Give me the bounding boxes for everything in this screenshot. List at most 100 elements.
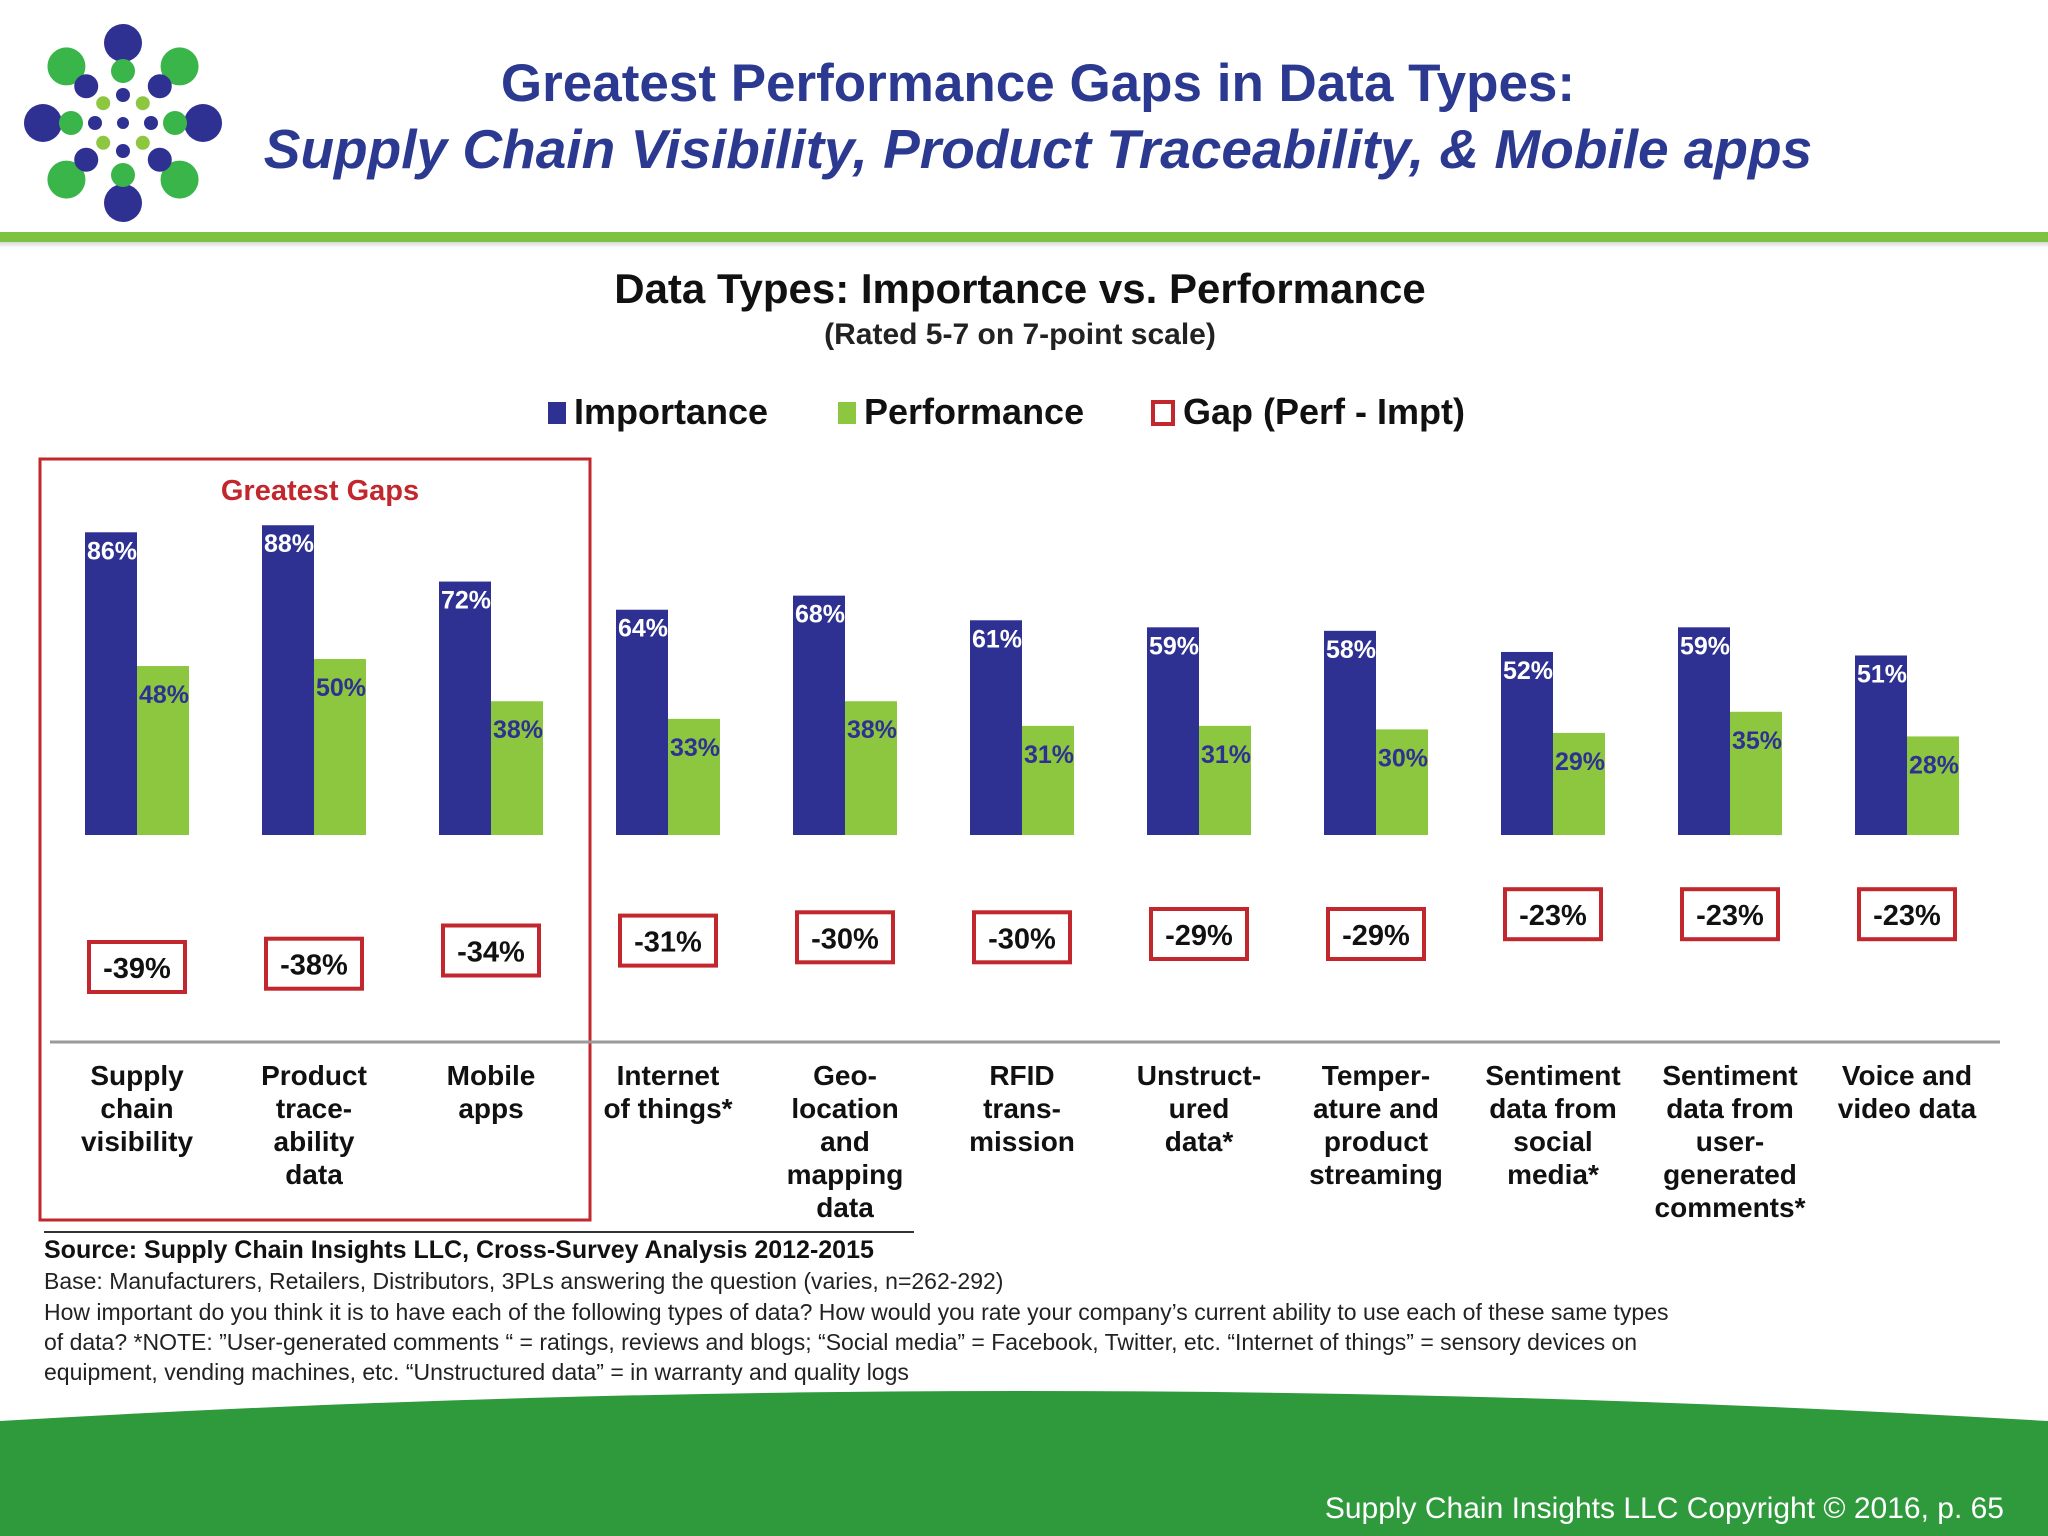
bar-importance [616, 609, 668, 835]
bar-importance [85, 532, 137, 835]
bar-importance-label: 86% [87, 537, 137, 565]
greatest-gaps-label: Greatest Gaps [221, 475, 419, 507]
bar-performance-label: 38% [847, 716, 897, 744]
category-label: Voice and video data [1838, 1060, 1977, 1124]
bar-performance [668, 718, 720, 835]
legend-swatch-importance [548, 402, 566, 424]
gap-box [1149, 907, 1249, 961]
category-label: Supply chain visibility [81, 1060, 193, 1157]
slide-title: Greatest Performance Gaps in Data Types: [500, 54, 1576, 113]
bar-performance-label: 30% [1378, 744, 1428, 772]
footer-band [0, 1391, 2048, 1536]
bar-importance [793, 595, 845, 835]
legend-label-performance: Performance [864, 391, 1084, 432]
gap-label: -29% [1165, 920, 1233, 952]
footer-copyright: Supply Chain Insights LLC Copyright © 20… [1324, 1492, 2004, 1525]
gap-label: -23% [1519, 900, 1587, 932]
bar-performance-label: 28% [1909, 751, 1959, 779]
bar-importance-label: 88% [264, 530, 314, 558]
bar-performance-label: 48% [139, 681, 189, 709]
gap-label: -23% [1696, 900, 1764, 932]
legend-swatch-performance [838, 402, 856, 424]
bar-performance [1022, 725, 1074, 835]
bar-importance-label: 64% [618, 615, 668, 643]
gap-box [87, 940, 187, 994]
category-label: Sentiment data from user-generated comments… [1655, 1060, 1806, 1223]
bar-performance [1553, 732, 1605, 835]
bar-importance-label: 59% [1680, 632, 1730, 660]
bar-performance [1907, 736, 1959, 835]
header-divider [0, 232, 2048, 242]
greatest-gaps-highlight-box [38, 457, 592, 1222]
bar-performance-label: 31% [1024, 741, 1074, 769]
gap-box [795, 910, 895, 965]
bar-performance [314, 659, 366, 835]
gap-box [441, 923, 541, 978]
bar-importance [1855, 655, 1907, 835]
gap-box [972, 910, 1072, 965]
source-note-1: How important do you think it is to have… [44, 1299, 1669, 1325]
legend-label-importance: Importance [574, 391, 768, 432]
bar-performance [845, 701, 897, 835]
gap-label: -31% [634, 927, 702, 959]
category-label: Geo-location and mapping data [787, 1060, 904, 1223]
category-label: Unstruct-ured data* [1137, 1060, 1261, 1157]
bar-performance [137, 666, 189, 835]
header-divider-shadow [0, 242, 2048, 248]
gap-box [264, 936, 364, 991]
gap-box [618, 913, 718, 968]
gap-label: -30% [811, 923, 879, 955]
source-note-2: of data? *NOTE: ”User-generated comments… [44, 1329, 1638, 1355]
bar-performance-label: 50% [316, 674, 366, 702]
gap-box [1326, 907, 1426, 961]
bar-importance-label: 68% [795, 601, 845, 629]
legend-swatch-gap [1151, 400, 1175, 426]
bar-importance-label: 72% [441, 587, 491, 615]
gap-label: -38% [280, 950, 348, 982]
bar-performance-label: 38% [493, 716, 543, 744]
gap-box [1680, 887, 1780, 942]
bar-performance [1376, 729, 1428, 835]
bar-importance-label: 61% [972, 625, 1022, 653]
bar-performance-label: 35% [1732, 727, 1782, 755]
bar-performance [1730, 711, 1782, 835]
source-underline [44, 1231, 914, 1233]
bar-importance [262, 525, 314, 835]
category-label: Mobile apps [447, 1060, 536, 1124]
category-label: Product trace-ability data [261, 1060, 367, 1190]
bar-performance [491, 701, 543, 835]
source-base: Base: Manufacturers, Retailers, Distribu… [44, 1268, 1004, 1294]
gap-box [1503, 887, 1603, 942]
source-title: Source: Supply Chain Insights LLC, Cross… [44, 1236, 874, 1264]
bar-performance [1199, 725, 1251, 835]
bar-importance [970, 620, 1022, 835]
bar-importance-label: 51% [1857, 660, 1907, 688]
chart-title: Data Types: Importance vs. Performance [614, 265, 1426, 312]
gap-label: -23% [1873, 900, 1941, 932]
bar-importance [1324, 630, 1376, 835]
bar-importance-label: 58% [1326, 636, 1376, 664]
chart-legend: Importance Performance Gap (Perf - Impt) [548, 391, 1465, 432]
source-note-3: equipment, vending machines, etc. “Unstr… [44, 1359, 909, 1385]
bar-importance-label: 52% [1503, 657, 1553, 685]
category-label: Temper-ature and product streaming [1309, 1060, 1443, 1190]
category-label: Internet of things* [603, 1060, 732, 1124]
gap-label: -39% [103, 953, 171, 985]
bar-performance-label: 33% [670, 734, 720, 762]
bar-importance [439, 581, 491, 835]
gap-label: -29% [1342, 920, 1410, 952]
gap-label: -30% [988, 923, 1056, 955]
gap-label: -34% [457, 937, 525, 969]
bar-importance [1147, 627, 1199, 835]
bar-importance-label: 59% [1149, 632, 1199, 660]
bar-performance-label: 31% [1201, 741, 1251, 769]
bar-importance [1678, 627, 1730, 835]
slide-subtitle: Supply Chain Visibility, Product Traceab… [263, 118, 1813, 180]
category-label: Sentiment data from social media* [1485, 1060, 1620, 1190]
company-logo [24, 24, 222, 222]
category-label: RFID trans-mission [969, 1060, 1075, 1157]
legend-label-gap: Gap (Perf - Impt) [1183, 391, 1465, 432]
bar-performance-label: 29% [1555, 748, 1605, 776]
bar-importance [1501, 651, 1553, 835]
